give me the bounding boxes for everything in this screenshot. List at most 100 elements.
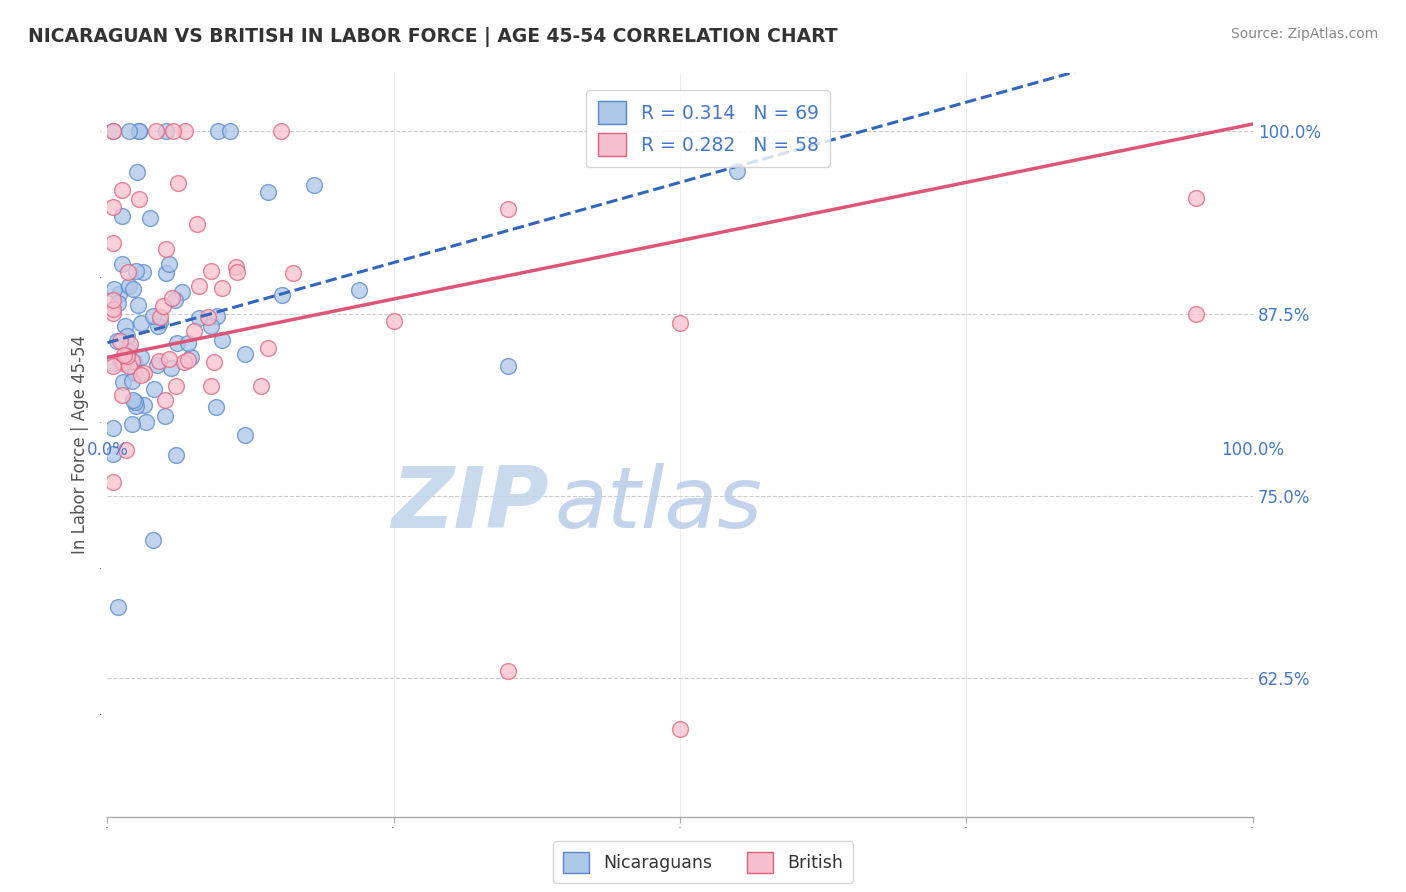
Point <box>219 124 242 138</box>
Point <box>155 266 177 280</box>
Point <box>382 314 405 328</box>
Point <box>105 334 128 348</box>
Point <box>122 355 145 369</box>
Point <box>120 337 142 351</box>
Point <box>131 316 153 330</box>
Point <box>111 356 134 370</box>
Point <box>121 374 143 388</box>
Point <box>211 333 233 347</box>
Point <box>122 392 145 407</box>
Point <box>117 329 139 343</box>
Point <box>103 301 125 316</box>
Point <box>167 176 190 190</box>
Point <box>166 336 188 351</box>
Point <box>160 360 183 375</box>
Point <box>165 379 187 393</box>
Point <box>498 202 520 217</box>
Point <box>200 319 222 334</box>
Point <box>146 319 169 334</box>
Point <box>153 392 176 407</box>
Point <box>118 279 141 293</box>
Point <box>103 475 125 489</box>
Point <box>103 359 125 373</box>
Point <box>118 359 141 373</box>
Point <box>157 257 180 271</box>
Text: 100.0%: 100.0% <box>1222 441 1284 459</box>
Point <box>498 664 520 678</box>
Point <box>118 124 141 138</box>
Point <box>124 366 146 380</box>
Point <box>114 318 136 333</box>
Point <box>157 351 180 366</box>
Point <box>202 354 225 368</box>
Point <box>1184 191 1206 205</box>
Text: NICARAGUAN VS BRITISH IN LABOR FORCE | AGE 45-54 CORRELATION CHART: NICARAGUAN VS BRITISH IN LABOR FORCE | A… <box>28 27 838 46</box>
Point <box>127 297 149 311</box>
Point <box>669 317 692 331</box>
Point <box>498 359 520 374</box>
Point <box>145 124 167 138</box>
Point <box>127 165 149 179</box>
Point <box>129 368 152 382</box>
Point <box>257 341 280 355</box>
Point <box>176 352 198 367</box>
Point <box>128 124 150 138</box>
Text: 0.0%: 0.0% <box>87 441 128 459</box>
Point <box>207 124 229 138</box>
Point <box>200 379 222 393</box>
Point <box>180 351 202 365</box>
Point <box>103 124 125 138</box>
Point <box>132 398 155 412</box>
Point <box>117 344 139 359</box>
Point <box>142 533 165 547</box>
Point <box>165 449 187 463</box>
Point <box>114 442 136 457</box>
Point <box>107 295 129 310</box>
Point <box>121 354 143 368</box>
Point <box>225 260 247 274</box>
Point <box>233 347 256 361</box>
Point <box>207 309 229 323</box>
Point <box>170 285 193 300</box>
Point <box>103 447 125 461</box>
Point <box>135 416 157 430</box>
Point <box>128 124 150 138</box>
Point <box>148 315 170 329</box>
Point <box>188 278 211 293</box>
Point <box>107 599 129 614</box>
Text: Source: ZipAtlas.com: Source: ZipAtlas.com <box>1230 27 1378 41</box>
Point <box>176 336 198 351</box>
Point <box>131 351 153 365</box>
Point <box>163 293 186 308</box>
Point <box>111 388 134 402</box>
Point <box>103 356 125 370</box>
Point <box>117 349 139 363</box>
Point <box>142 382 165 396</box>
Point <box>211 280 233 294</box>
Legend: R = 0.314   N = 69, R = 0.282   N = 58: R = 0.314 N = 69, R = 0.282 N = 58 <box>586 90 830 168</box>
Point <box>302 178 325 192</box>
Point <box>200 263 222 277</box>
Point <box>128 192 150 206</box>
Point <box>174 124 197 138</box>
Point <box>153 409 176 423</box>
Point <box>103 306 125 320</box>
Point <box>124 264 146 278</box>
Point <box>186 217 208 231</box>
Point <box>270 124 292 138</box>
Point <box>183 324 205 338</box>
Point <box>225 265 247 279</box>
Point <box>188 310 211 325</box>
Point <box>250 379 273 393</box>
Point <box>256 186 278 200</box>
Point <box>103 236 125 251</box>
Point <box>103 293 125 308</box>
Point <box>103 282 125 296</box>
Point <box>121 282 143 296</box>
Point <box>103 420 125 434</box>
Point <box>205 400 228 414</box>
Point <box>145 359 167 373</box>
Point <box>124 394 146 409</box>
Point <box>160 291 183 305</box>
Point <box>669 722 692 736</box>
